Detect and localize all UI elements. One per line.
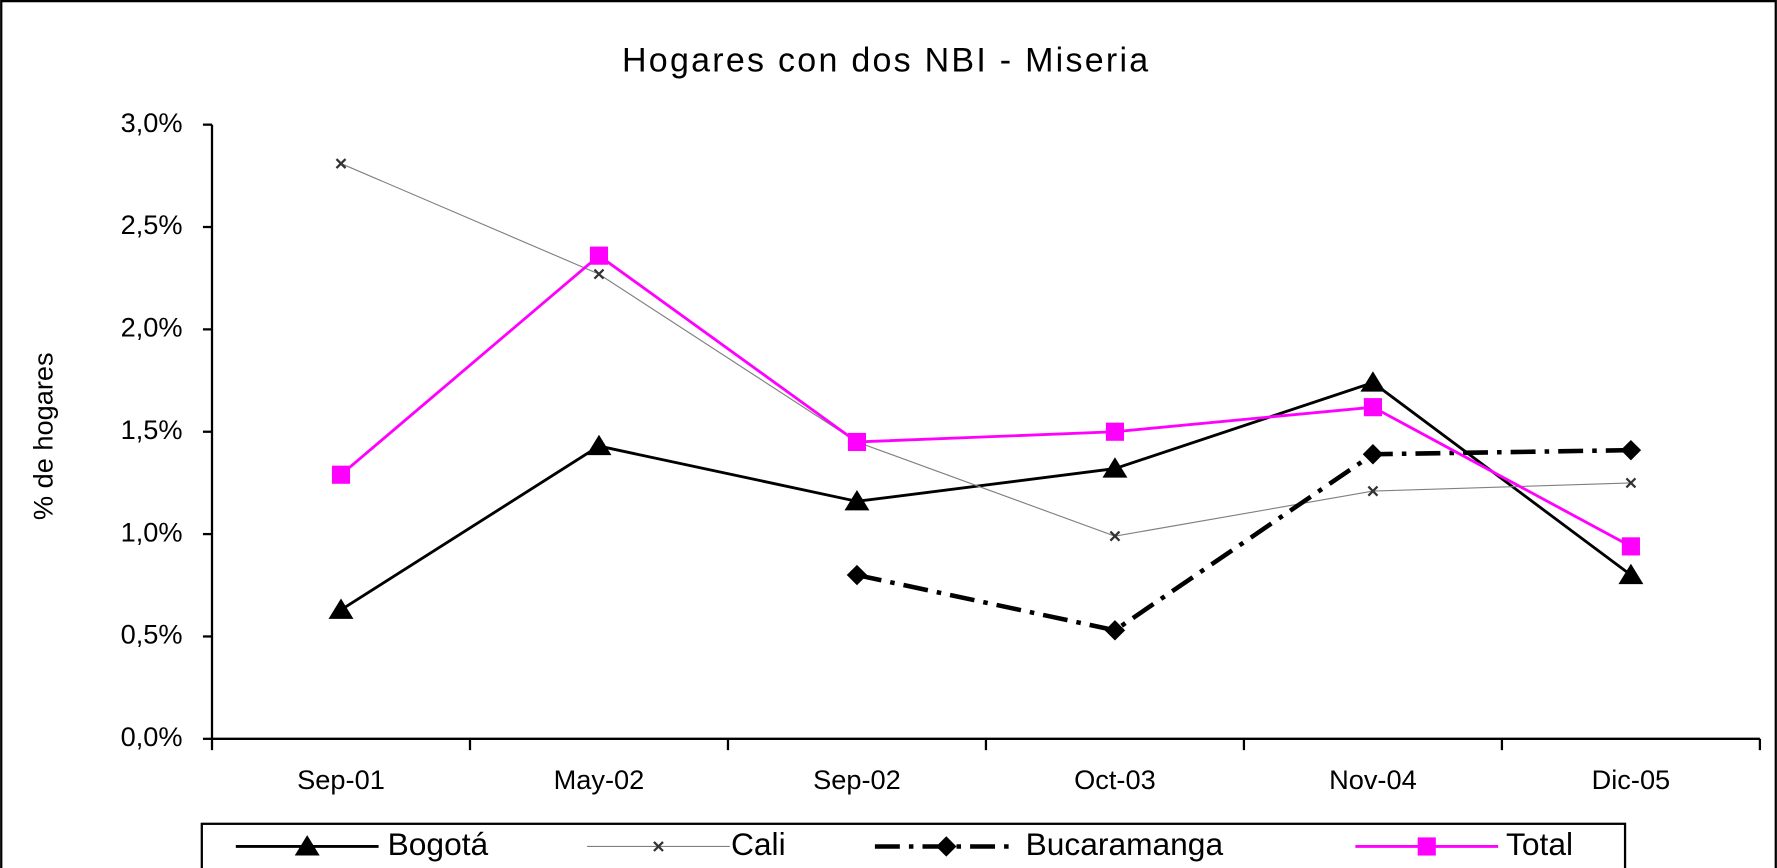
x-tick-label: May-02: [554, 764, 645, 795]
legend-marker: [294, 835, 320, 856]
legend-marker: [1417, 837, 1436, 856]
data-point: [1625, 477, 1637, 489]
y-tick-label: 1,0%: [121, 516, 183, 547]
data-point: [1363, 398, 1382, 417]
data-point: [844, 490, 870, 511]
x-tick-label: Dic-05: [1592, 764, 1671, 795]
series-line: [340, 253, 1632, 548]
y-tick-label: 0,0%: [121, 721, 183, 752]
legend-marker: [653, 841, 664, 852]
data-point: [846, 564, 868, 586]
legend-label: Bucaramanga: [1026, 826, 1224, 862]
series-line: [340, 381, 1632, 612]
x-tick-label: Oct-03: [1074, 764, 1156, 795]
data-point: [1618, 563, 1644, 585]
data-point: [1105, 422, 1125, 441]
y-tick-label: 1,5%: [121, 414, 183, 445]
data-point: [1360, 371, 1386, 392]
y-tick-label: 0,5%: [121, 619, 183, 650]
y-axis-label: % de hogares: [28, 352, 59, 520]
legend-label: Bogotá: [388, 826, 489, 862]
data-point: [1362, 444, 1384, 465]
data-point: [1104, 620, 1126, 641]
data-point: [1367, 485, 1379, 497]
x-tick-label: Sep-02: [813, 764, 901, 795]
data-point: [1102, 457, 1128, 478]
series-line: [340, 163, 1631, 537]
data-point: [328, 598, 354, 619]
data-point: [847, 432, 867, 452]
x-tick-label: Nov-04: [1329, 764, 1417, 795]
data-point: [331, 465, 351, 484]
data-point: [335, 158, 347, 169]
data-point: [593, 268, 605, 280]
chart-title: Hogares con dos NBI - Miseria: [622, 41, 1150, 79]
data-point: [1621, 537, 1640, 556]
x-tick-label: Sep-01: [297, 764, 385, 795]
legend-label: Cali: [731, 826, 786, 862]
y-tick-label: 2,0%: [121, 312, 183, 343]
legend-label: Total: [1506, 826, 1573, 862]
data-point: [586, 434, 612, 456]
data-point: [589, 246, 609, 265]
y-tick-label: 2,5%: [121, 209, 183, 240]
y-tick-label: 3,0%: [121, 107, 183, 138]
data-point: [1109, 530, 1121, 542]
data-point: [1620, 439, 1642, 461]
series-line: [856, 447, 1631, 633]
